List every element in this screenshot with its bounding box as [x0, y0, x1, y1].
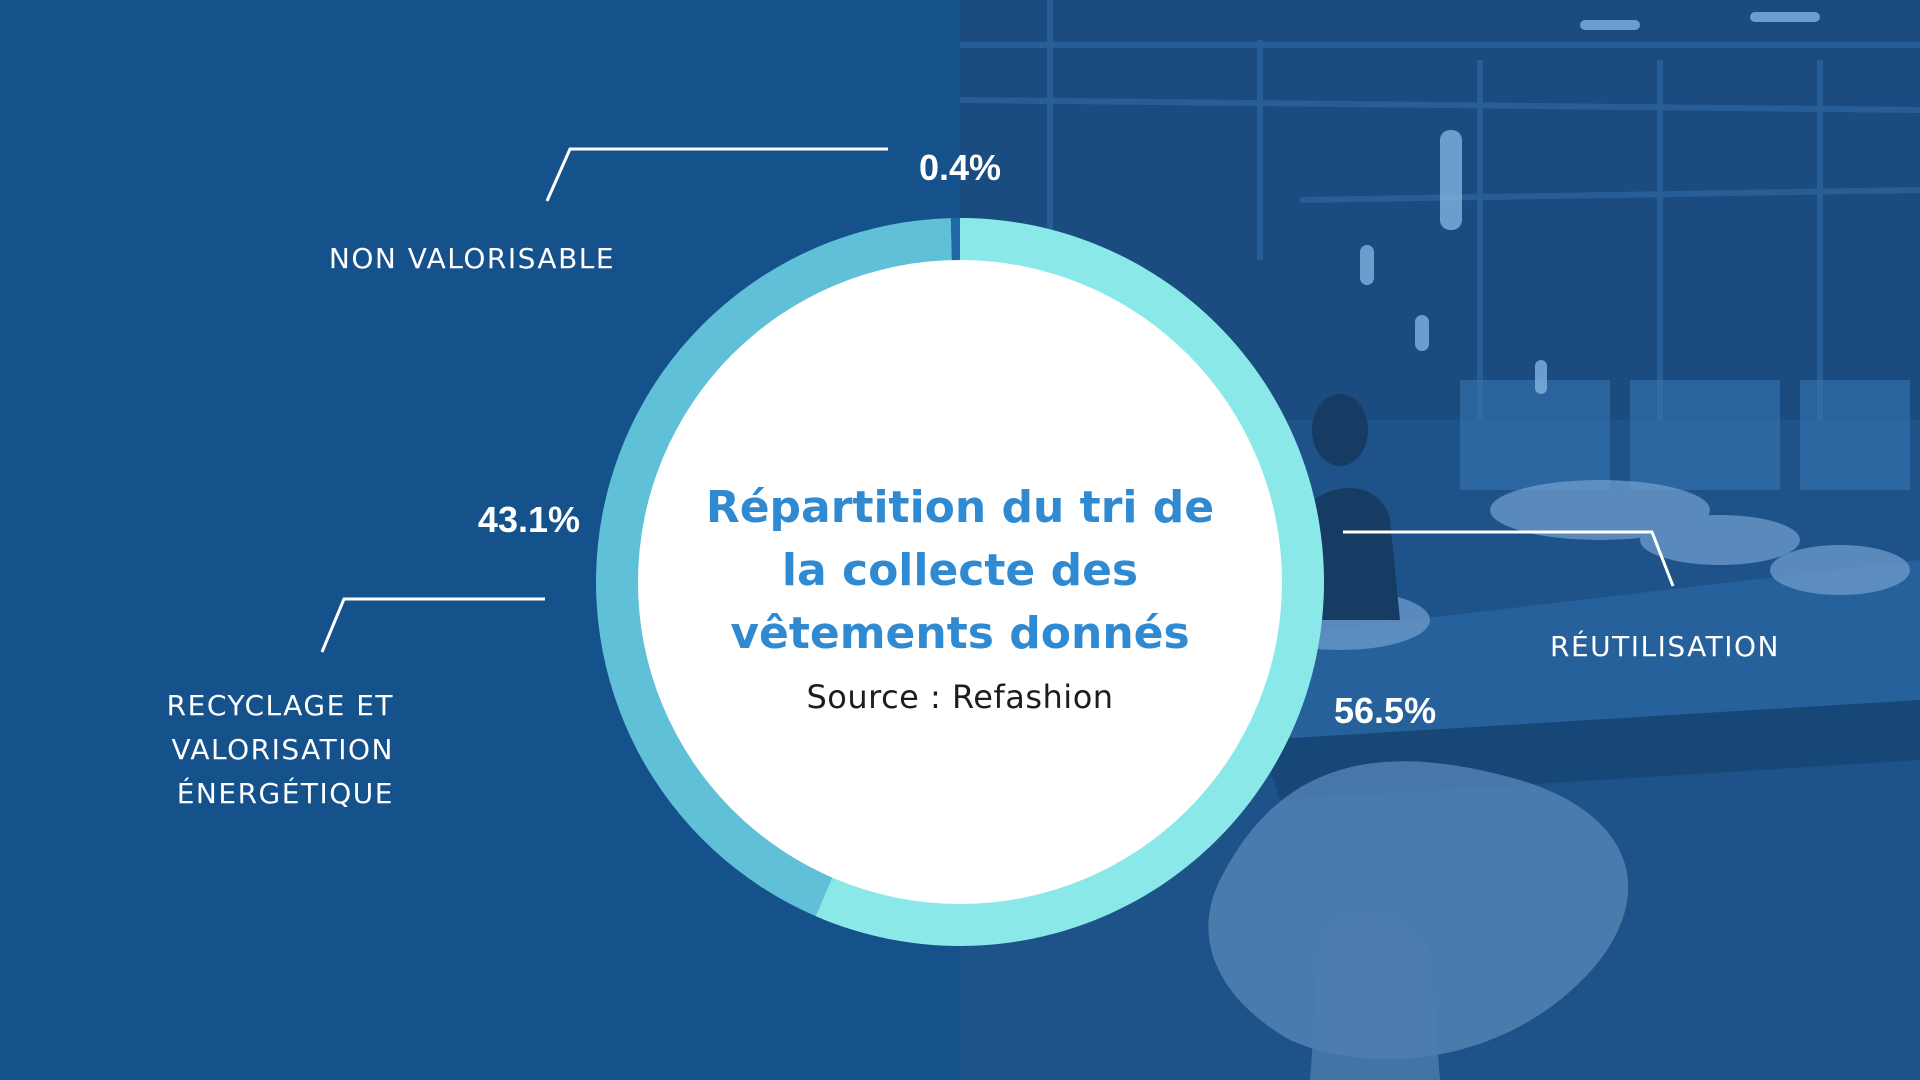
sorting-facility-image [960, 0, 1920, 1080]
category-label-reutilisation: RÉUTILISATION [1550, 629, 1780, 663]
chart-title-line-2: la collecte des [782, 545, 1138, 596]
leader-line-non-valorisable [545, 147, 888, 202]
chart-title-line-1: Répartition du tri de [706, 482, 1214, 533]
category-label-recyclage-line-2: VALORISATION [172, 733, 395, 766]
value-label-recyclage: 43.1% [478, 499, 580, 540]
leader-line-recyclage [320, 597, 545, 653]
leader-line-reutilisation [1343, 530, 1675, 587]
category-label-non-valorisable: NON VALORISABLE [329, 242, 615, 275]
category-label-recyclage-line-3: ÉNERGÉTIQUE [177, 776, 394, 810]
chart-center-disc [638, 260, 1282, 904]
chart-source: Source : Refashion [806, 678, 1113, 716]
background-photo [960, 0, 1920, 1080]
chart-title-line-3: vêtements donnés [730, 608, 1189, 659]
value-label-non-valorisable: 0.4% [919, 147, 1001, 188]
category-label-recyclage-line-1: RECYCLAGE ET [167, 689, 394, 722]
value-label-reutilisation: 56.5% [1334, 690, 1436, 731]
